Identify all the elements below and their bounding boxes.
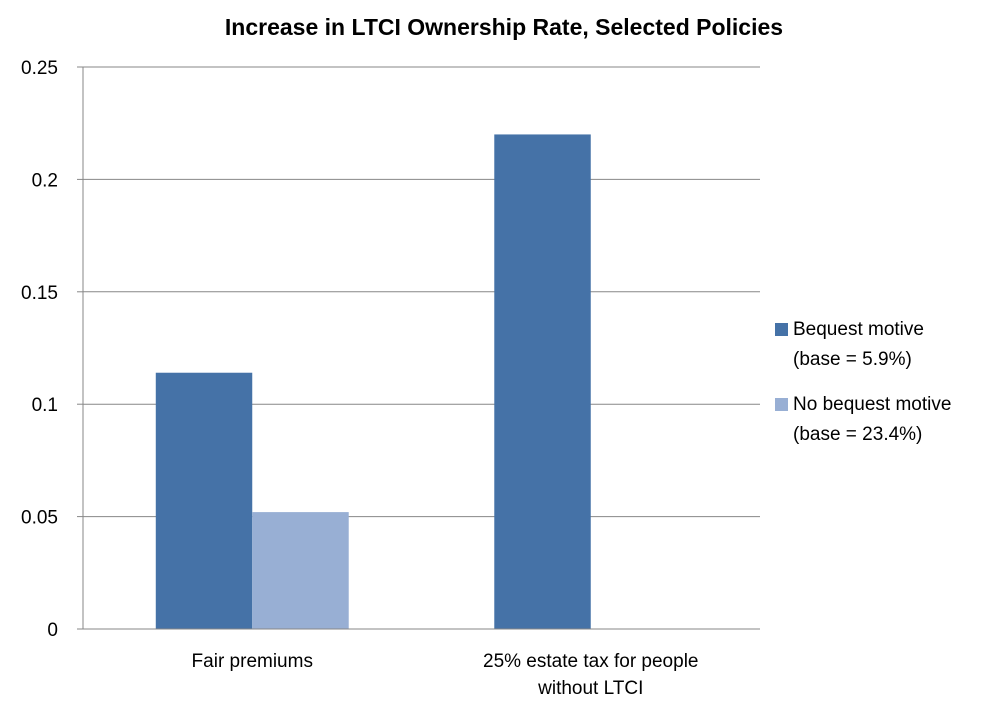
legend: Bequest motive (base = 5.9%) No bequest mo… — [775, 319, 951, 445]
x-category-labels: Fair premiums 25% estate tax for people wi… — [192, 651, 699, 699]
y-tick-label: 0.05 — [21, 508, 58, 529]
legend-swatch — [775, 323, 788, 336]
legend-label-line: Bequest motive — [793, 319, 924, 340]
chart-title: Increase in LTCI Ownership Rate, Selecte… — [225, 14, 783, 40]
legend-label-line: No bequest motive — [793, 394, 951, 415]
x-category-label: 25% estate tax for people without LTCI — [483, 651, 698, 699]
axes — [82, 67, 760, 630]
bar — [155, 372, 253, 629]
bar — [252, 512, 349, 629]
x-category-label-line: without LTCI — [537, 678, 643, 699]
x-category-label-line: 25% estate tax for people — [483, 651, 698, 672]
y-tick-label: 0.2 — [32, 170, 58, 191]
y-tick-label: 0 — [47, 620, 58, 641]
legend-label-line: (base = 5.9%) — [793, 349, 912, 370]
y-tick-label: 0.15 — [21, 283, 58, 304]
y-tick-labels: 0 0.05 0.1 0.15 0.2 0.25 — [21, 58, 58, 641]
legend-label: Bequest motive (base = 5.9%) — [793, 319, 924, 370]
y-tick-label: 0.25 — [21, 58, 58, 79]
bars — [155, 134, 591, 629]
legend-swatch — [775, 398, 788, 411]
x-category-label: Fair premiums — [192, 651, 313, 672]
y-tick-label: 0.1 — [32, 395, 58, 416]
legend-label-line: (base = 23.4%) — [793, 424, 922, 445]
x-category-label-line: Fair premiums — [192, 651, 313, 672]
bar — [494, 134, 591, 629]
legend-label: No bequest motive (base = 23.4%) — [793, 394, 951, 445]
